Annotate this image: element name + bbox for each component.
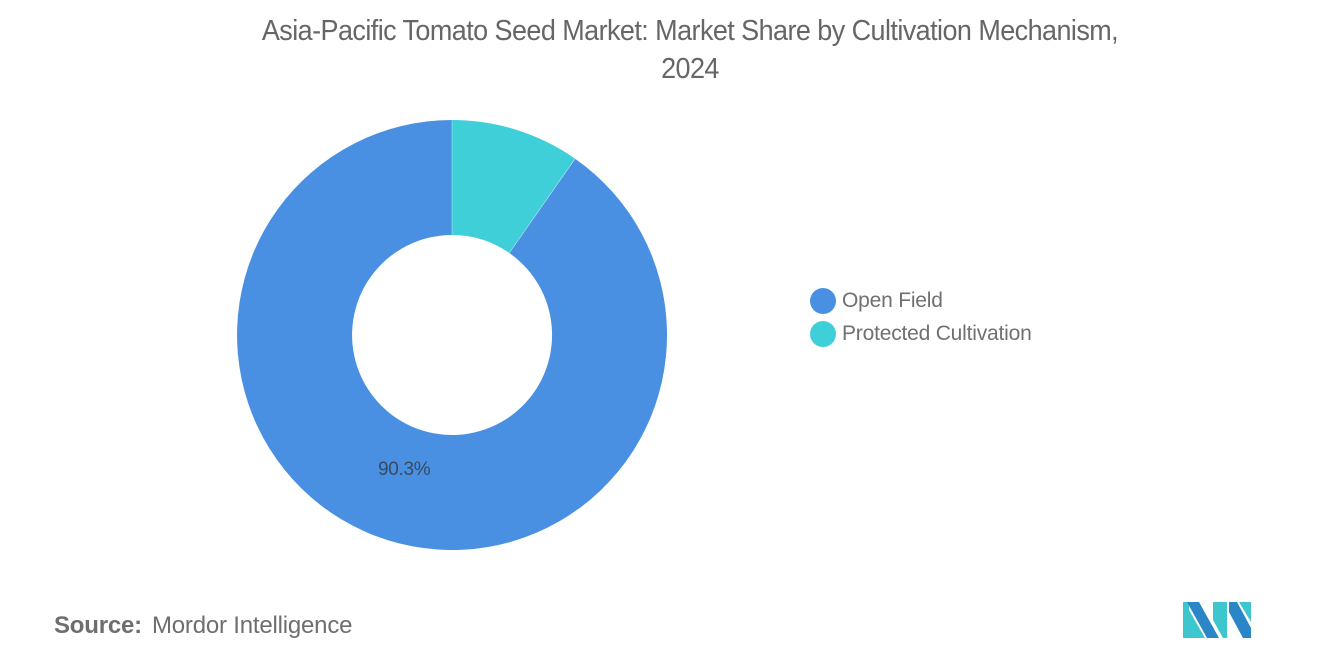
legend-swatch-icon xyxy=(810,320,836,347)
legend-label: Open Field xyxy=(842,288,943,312)
chart-legend: Open Field Protected Cultivation xyxy=(810,284,1032,350)
legend-item-protected-cultivation[interactable]: Protected Cultivation xyxy=(810,317,1032,350)
source-key: Source: xyxy=(54,612,142,639)
slice-open-field[interactable] xyxy=(237,120,668,550)
chart-title-line1: Asia-Pacific Tomato Seed Market: Market … xyxy=(261,15,1119,47)
mordor-intelligence-logo-icon xyxy=(1183,602,1251,638)
chart-title-line2: 2024 xyxy=(661,53,719,85)
source-note: Source: Mordor Intelligence xyxy=(54,612,352,640)
legend-label: Protected Cultivation xyxy=(842,321,1032,345)
legend-swatch-icon xyxy=(810,287,836,314)
slice-protected-cultivation[interactable] xyxy=(452,120,576,253)
legend-item-open-field[interactable]: Open Field xyxy=(810,284,1032,317)
source-value: Mordor Intelligence xyxy=(151,612,353,639)
data-label-open-field: 90.3% xyxy=(378,459,431,480)
chart-title: Asia-Pacific Tomato Seed Market: Market … xyxy=(169,12,1211,88)
